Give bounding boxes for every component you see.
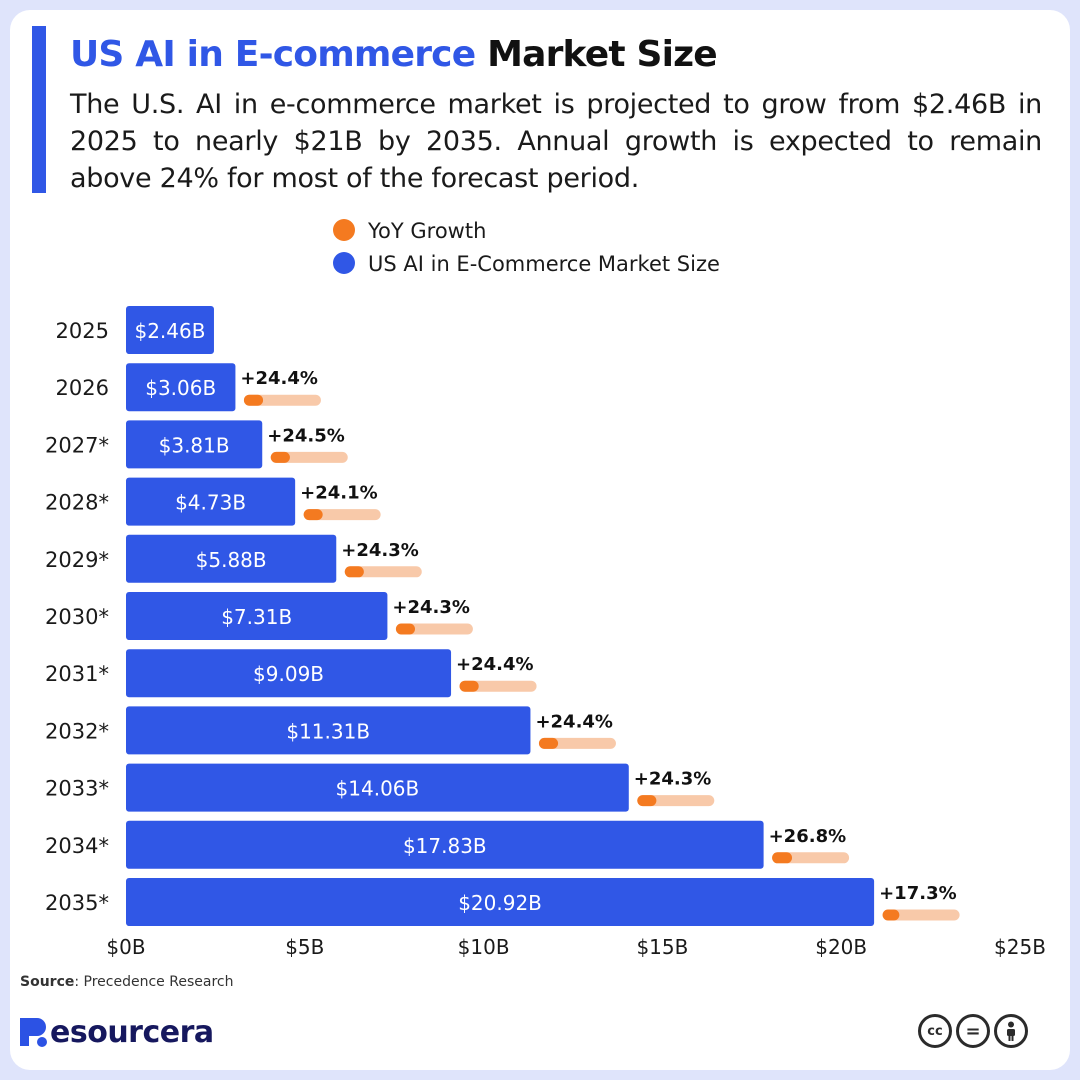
chart-title: US AI in E-commerce Market Size	[70, 34, 718, 75]
source-label: Source	[20, 974, 75, 990]
logo-r-mark-icon	[20, 1018, 47, 1047]
market-size-bar	[126, 878, 875, 926]
bar-value-label: $3.06B	[145, 376, 216, 400]
bar-value-label: $11.31B	[286, 719, 370, 743]
market-size-bar	[126, 420, 263, 469]
yoy-label: +24.1%	[300, 483, 378, 504]
category-label: 2025	[56, 319, 109, 343]
title-highlight: US AI in E-commerce	[70, 34, 476, 75]
bar-value-label: $5.88B	[196, 548, 267, 572]
legend-swatch	[333, 219, 355, 241]
bar-value-label: $14.06B	[336, 777, 420, 801]
category-label: 2030*	[45, 605, 109, 629]
category-label: 2033*	[45, 777, 109, 801]
category-label: 2032*	[45, 719, 109, 743]
x-tick-label: $0B	[106, 935, 145, 959]
source-text: : Precedence Research	[74, 974, 234, 990]
category-label: 2031*	[45, 662, 109, 686]
person-icon	[1007, 1021, 1015, 1041]
bar-value-label: $20.92B	[458, 891, 542, 915]
x-tick-label: $25B	[994, 935, 1046, 959]
legend-label: YoY Growth	[367, 219, 486, 243]
chart-subtitle: The U.S. AI in e-commerce market is proj…	[70, 89, 1042, 194]
market-size-bar	[126, 763, 629, 812]
creative-commons-icon: cc	[918, 1014, 952, 1048]
brand-logo: esourcera	[20, 1012, 214, 1052]
market-size-bar	[126, 706, 531, 755]
market-size-bar	[126, 363, 236, 412]
yoy-label: +24.3%	[634, 769, 712, 790]
legend-label: US AI in E-Commerce Market Size	[368, 252, 720, 276]
yoy-label: +24.4%	[456, 654, 534, 675]
license-badges: cc =	[918, 1014, 1028, 1048]
category-label: 2026	[56, 376, 109, 400]
bar-value-label: $4.73B	[175, 491, 246, 515]
yoy-label: +17.3%	[879, 883, 957, 904]
bar-value-label: $7.31B	[221, 605, 292, 629]
x-tick-label: $15B	[636, 935, 688, 959]
bar-value-label: $3.81B	[159, 433, 230, 457]
x-tick-label: $20B	[815, 935, 867, 959]
yoy-label: +24.3%	[341, 540, 419, 561]
bar-value-label: $17.83B	[403, 834, 487, 858]
category-label: 2027*	[45, 433, 109, 457]
bar-value-label: $2.46B	[134, 319, 205, 343]
x-tick-label: $10B	[458, 935, 510, 959]
attribution-icon	[994, 1014, 1028, 1048]
no-derivatives-icon: =	[956, 1014, 990, 1048]
title-accent-bar	[32, 26, 46, 193]
yoy-label: +24.4%	[535, 711, 613, 732]
market-size-bar	[126, 534, 337, 583]
bar-value-label: $9.09B	[253, 662, 324, 686]
market-size-bar	[126, 649, 452, 698]
category-label: 2028*	[45, 491, 109, 515]
yoy-label: +26.8%	[769, 826, 847, 847]
market-size-bar	[126, 477, 296, 526]
brand-name: esourcera	[50, 1014, 214, 1050]
source-note: Source: Precedence Research	[20, 974, 233, 990]
category-label: 2035*	[45, 891, 109, 915]
market-size-bar	[126, 820, 764, 869]
market-size-bar	[126, 306, 214, 354]
yoy-label: +24.3%	[392, 597, 470, 618]
yoy-label: +24.5%	[267, 425, 345, 446]
title-rest: Market Size	[487, 34, 718, 75]
x-tick-label: $5B	[285, 935, 324, 959]
yoy-label: +24.4%	[240, 368, 318, 389]
market-size-bar	[126, 592, 388, 640]
category-label: 2029*	[45, 548, 109, 572]
legend-swatch	[333, 252, 355, 274]
category-label: 2034*	[45, 834, 109, 858]
